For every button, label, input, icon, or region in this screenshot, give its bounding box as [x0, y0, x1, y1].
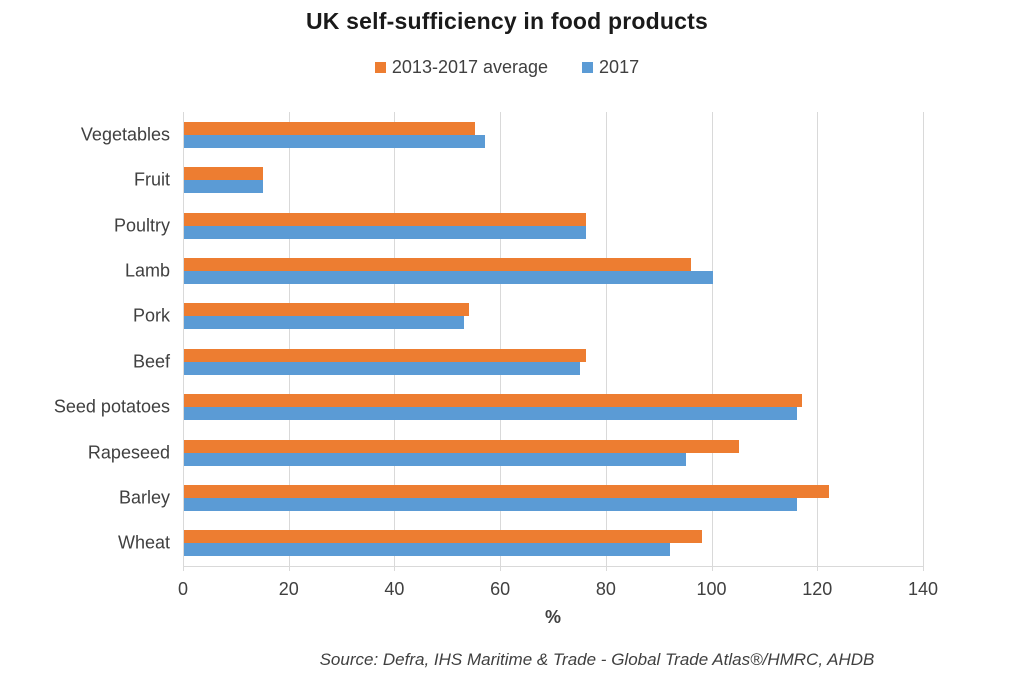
legend-item-2017: 2017: [582, 57, 639, 78]
legend-swatch-orange-icon: [374, 62, 386, 73]
x-tick-label-100: 100: [696, 579, 727, 599]
bar-wheat-2017: [184, 543, 671, 557]
category-label-vegetables: Vegetables: [80, 124, 170, 145]
category-label-beef: Beef: [132, 351, 170, 372]
x-tick-label-80: 80: [595, 579, 616, 599]
x-axis-title: %: [544, 607, 562, 627]
legend-swatch-blue-icon: [582, 62, 594, 73]
gridline-100: [711, 112, 713, 566]
gridline-40: [394, 112, 396, 566]
category-label-fruit: Fruit: [134, 169, 170, 190]
bar-beef-2017: [184, 361, 581, 375]
bar-barley-avg: [184, 484, 829, 498]
bar-vegetables-avg: [184, 121, 475, 135]
chart-title: UK self-sufficiency in food products: [305, 8, 709, 34]
category-label-seed-potatoes: Seed potatoes: [53, 396, 170, 417]
x-tick-label-20: 20: [278, 579, 299, 599]
bar-rapeseed-avg: [184, 439, 739, 453]
source-attribution: Source: Defra, IHS Maritime & Trade - Gl…: [319, 650, 875, 669]
gridline-20: [288, 112, 290, 566]
bar-wheat-avg: [184, 530, 702, 544]
bar-lamb-2017: [184, 270, 713, 284]
x-tick-label-120: 120: [802, 579, 833, 599]
bar-vegetables-2017: [184, 134, 486, 148]
bar-poultry-avg: [184, 212, 586, 226]
gridline-60: [500, 112, 502, 566]
bar-lamb-avg: [184, 257, 692, 271]
legend-label: 2013-2017 average: [391, 57, 549, 77]
x-tick-mark-80: [605, 566, 607, 571]
bar-poultry-2017: [184, 225, 586, 239]
category-label-barley: Barley: [118, 487, 170, 508]
x-tick-mark-0: [183, 566, 184, 571]
plot-area: [183, 112, 924, 567]
category-label-wheat: Wheat: [117, 532, 170, 553]
x-tick-mark-140: [923, 566, 924, 571]
x-tick-mark-40: [394, 566, 396, 571]
bar-pork-2017: [184, 316, 465, 330]
category-label-rapeseed: Rapeseed: [87, 442, 170, 462]
category-label-pork: Pork: [132, 305, 170, 326]
gridline-80: [605, 112, 607, 566]
bar-beef-avg: [184, 348, 586, 362]
gridline-140: [923, 112, 924, 566]
legend-item-2013-2017-average: 2013-2017 average: [374, 57, 549, 78]
category-label-lamb: Lamb: [124, 260, 170, 281]
x-tick-label-40: 40: [384, 579, 405, 599]
x-tick-mark-20: [288, 566, 290, 571]
x-tick-label-140: 140: [907, 579, 939, 599]
category-label-poultry: Poultry: [113, 215, 170, 235]
x-tick-mark-100: [711, 566, 713, 571]
x-tick-mark-120: [817, 566, 819, 571]
bar-rapeseed-2017: [184, 452, 687, 466]
x-axis-line: [183, 566, 923, 567]
bar-pork-avg: [184, 303, 470, 317]
gridline-120: [817, 112, 819, 566]
x-tick-label-60: 60: [490, 579, 511, 599]
bar-fruit-avg: [184, 167, 264, 181]
legend-label: 2017: [599, 57, 640, 77]
bar-seed-potatoes-avg: [184, 394, 803, 408]
x-tick-mark-60: [500, 566, 502, 571]
bar-seed-potatoes-2017: [184, 407, 798, 421]
y-axis-line: [183, 112, 184, 566]
chart-legend: 2013-2017 average 2017: [0, 57, 1014, 78]
x-tick-label-0: 0: [177, 579, 189, 599]
bar-fruit-2017: [184, 180, 264, 194]
bar-barley-2017: [184, 497, 798, 511]
